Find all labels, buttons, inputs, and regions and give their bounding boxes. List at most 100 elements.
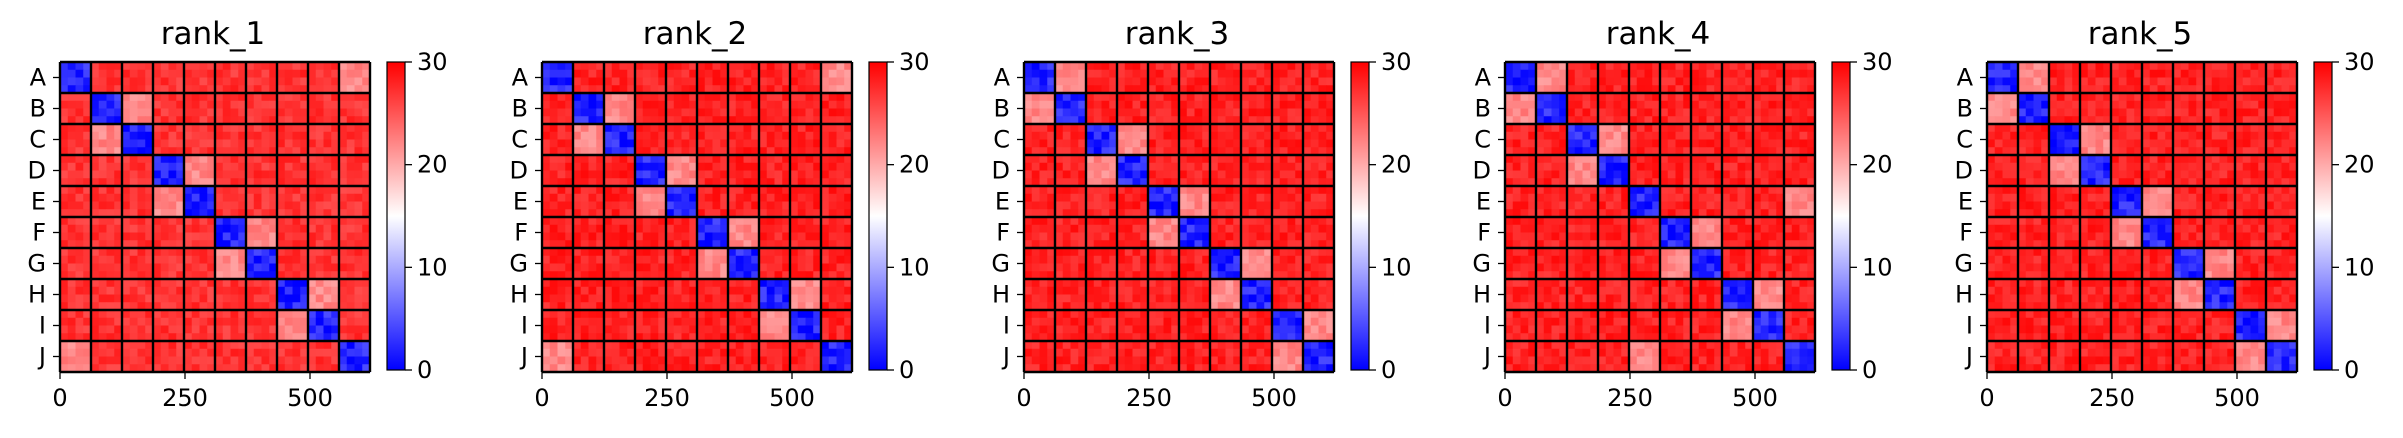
heatmap-cell bbox=[1987, 62, 2019, 94]
x-tick-label: 250 bbox=[644, 384, 690, 412]
heatmap-cell bbox=[1753, 186, 1785, 218]
heatmap-cell bbox=[2173, 310, 2205, 342]
heatmap-cell bbox=[1536, 217, 1568, 249]
colorbar-ticks: 0 10 20 30 bbox=[1369, 48, 1412, 384]
heatmap-cell bbox=[277, 155, 309, 187]
heatmap-cell bbox=[246, 93, 278, 125]
heatmap-cell bbox=[542, 310, 574, 342]
heatmap-cell bbox=[339, 93, 371, 125]
heatmap-cell bbox=[2080, 248, 2112, 280]
heatmap-cell bbox=[1987, 124, 2019, 156]
heatmap-cell bbox=[790, 155, 822, 187]
heatmap-cell bbox=[790, 62, 822, 94]
y-tick-label: E bbox=[513, 188, 528, 216]
heatmap-cell bbox=[2142, 217, 2174, 249]
y-tick-label: B bbox=[994, 95, 1010, 123]
heatmap-cell bbox=[1210, 62, 1242, 94]
heatmap-cell bbox=[2266, 155, 2298, 187]
heatmap-cell bbox=[2111, 62, 2143, 94]
heatmap-cell bbox=[1272, 93, 1304, 125]
x-tick-label: 500 bbox=[1251, 384, 1297, 412]
heatmap-cell bbox=[1598, 62, 1630, 94]
heatmap-cell bbox=[1505, 279, 1537, 311]
heatmap-cell bbox=[573, 124, 605, 156]
heatmap-cell bbox=[573, 93, 605, 125]
heatmap-cell bbox=[1784, 341, 1816, 373]
colorbar-tick-label: 10 bbox=[2344, 253, 2375, 281]
heatmap-cell bbox=[184, 248, 216, 280]
heatmap-cell bbox=[2235, 93, 2267, 125]
heatmap-cell bbox=[697, 310, 729, 342]
y-tick-label: J bbox=[519, 343, 528, 371]
heatmap-cell bbox=[60, 155, 92, 187]
colorbar-tick-label: 20 bbox=[1381, 151, 1412, 179]
heatmap-cell bbox=[1629, 217, 1661, 249]
heatmap-cell bbox=[573, 155, 605, 187]
colorbar-ticks: 0 10 20 30 bbox=[405, 48, 448, 384]
heatmap-cell bbox=[2080, 341, 2112, 373]
heatmap-cell bbox=[1241, 93, 1273, 125]
heatmap-cell bbox=[2235, 217, 2267, 249]
heatmap-cell bbox=[215, 217, 247, 249]
heatmap-cell bbox=[184, 341, 216, 373]
heatmap-cell bbox=[1567, 279, 1599, 311]
heatmap-cell bbox=[666, 186, 698, 218]
heatmap-cell bbox=[1024, 124, 1056, 156]
y-tick-label: E bbox=[1958, 188, 1973, 216]
heatmap-cell bbox=[153, 155, 185, 187]
y-tick-label: C bbox=[29, 126, 46, 154]
heatmap-cell bbox=[2173, 279, 2205, 311]
heatmap-cell bbox=[246, 341, 278, 373]
heatmap-cell bbox=[697, 341, 729, 373]
heatmap-cell bbox=[91, 124, 123, 156]
heatmap-cell bbox=[542, 93, 574, 125]
heatmap-cell bbox=[1117, 62, 1149, 94]
y-tick-label: H bbox=[992, 281, 1010, 309]
heatmap-cell bbox=[759, 310, 791, 342]
heatmap-cell bbox=[339, 186, 371, 218]
heatmap-cell bbox=[2049, 279, 2081, 311]
heatmap-cell bbox=[759, 279, 791, 311]
heatmap-cell bbox=[2173, 248, 2205, 280]
heatmap-cell bbox=[1536, 62, 1568, 94]
heatmap-cell bbox=[122, 279, 154, 311]
colorbar-tick-label: 30 bbox=[417, 48, 448, 76]
heatmap-cell bbox=[2266, 248, 2298, 280]
colorbar-scale bbox=[868, 61, 888, 371]
heatmap-cell bbox=[1210, 217, 1242, 249]
heatmap-cell bbox=[308, 310, 340, 342]
colorbar-tick-label: 0 bbox=[899, 356, 914, 384]
colorbar-tick-label: 30 bbox=[899, 48, 930, 76]
heatmap-cell bbox=[2018, 279, 2050, 311]
y-tick-label: D bbox=[992, 157, 1010, 185]
heatmap-cell bbox=[542, 186, 574, 218]
heatmap-cell bbox=[1241, 279, 1273, 311]
heatmap-cell bbox=[1784, 124, 1816, 156]
colorbar-tick-label: 20 bbox=[2344, 151, 2375, 179]
y-tick-label: G bbox=[27, 250, 46, 278]
colorbar-tick-label: 30 bbox=[1862, 48, 1893, 76]
heatmap-cell bbox=[1660, 341, 1692, 373]
heatmap-cell bbox=[1567, 155, 1599, 187]
heatmap-cell bbox=[1629, 155, 1661, 187]
colorbar-tick-label: 10 bbox=[899, 253, 930, 281]
x-tick-labels: 0 250 500 bbox=[1016, 372, 1297, 412]
y-tick-label: D bbox=[1473, 157, 1491, 185]
y-tick-label: J bbox=[1001, 343, 1010, 371]
heatmap-cell bbox=[1055, 279, 1087, 311]
heatmap-cell bbox=[308, 248, 340, 280]
heatmap-cell bbox=[542, 279, 574, 311]
chart-title: rank_3 bbox=[1125, 16, 1230, 52]
heatmap-cell bbox=[60, 341, 92, 373]
heatmap-cell bbox=[666, 62, 698, 94]
y-tick-label: I bbox=[1484, 312, 1491, 340]
heatmap-cell bbox=[2142, 62, 2174, 94]
colorbar-tick-label: 30 bbox=[1381, 48, 1412, 76]
heatmap-cell bbox=[697, 217, 729, 249]
heatmap-cell bbox=[91, 155, 123, 187]
heatmap-cell bbox=[2080, 310, 2112, 342]
heatmap-cell bbox=[91, 248, 123, 280]
